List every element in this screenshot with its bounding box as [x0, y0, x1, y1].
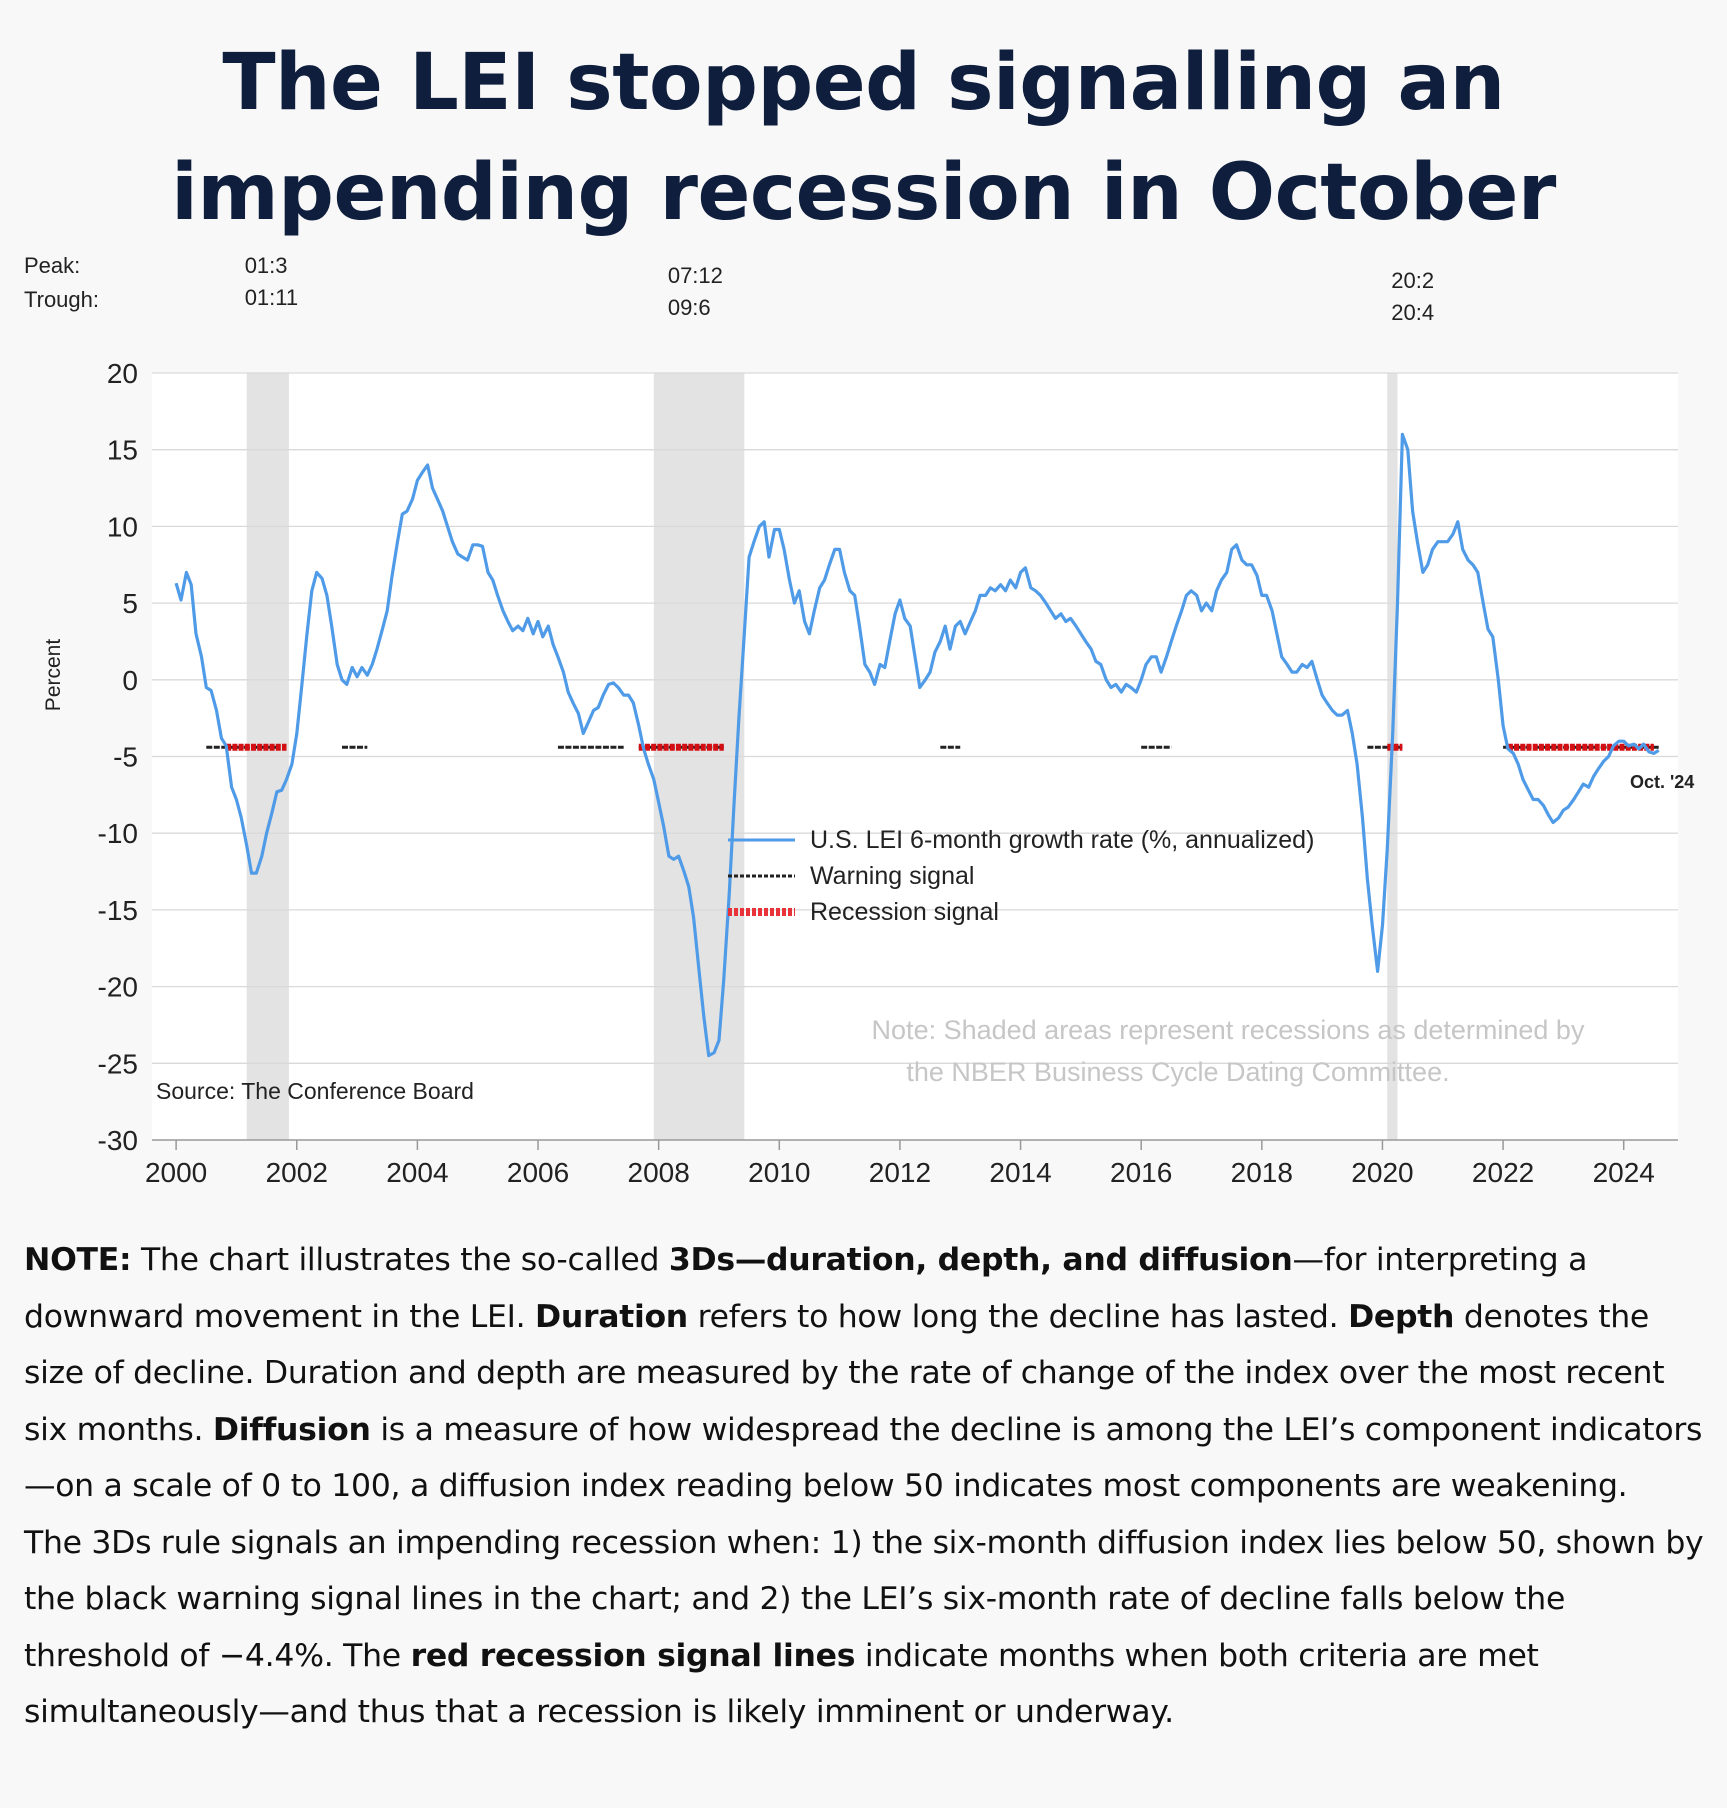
page-title: The LEI stopped signalling an impending …: [0, 28, 1727, 248]
note-text-2: —for interpreting a downward movement in…: [24, 1242, 1588, 1335]
recession-trough-date-1: 01:11: [245, 285, 298, 310]
x-tick-label-2012: 2012: [869, 1157, 931, 1185]
x-tick-label-2022: 2022: [1472, 1157, 1534, 1185]
note-bold-duration: Duration: [535, 1298, 688, 1335]
shade-note-line-2: the NBER Business Cycle Dating Committee…: [906, 1057, 1449, 1087]
source-label: Source: The Conference Board: [156, 1078, 474, 1104]
explanatory-note: NOTE: The chart illustrates the so-calle…: [24, 1232, 1714, 1741]
x-tick-label-2010: 2010: [748, 1157, 810, 1185]
y-tick-label--10: -10: [98, 818, 138, 849]
legend-warning-label: Warning signal: [810, 862, 974, 890]
y-tick-label-15: 15: [107, 435, 138, 466]
note-label: NOTE:: [24, 1242, 132, 1278]
note-bold-diffusion: Diffusion: [212, 1411, 371, 1448]
y-tick-label-20: 20: [107, 358, 138, 389]
lei-growth-line: [174, 432, 1660, 1058]
note-paragraph-2: The 3Ds rule signals an impending recess…: [24, 1515, 1714, 1741]
recession-peak-date-3: 20:2: [1391, 268, 1434, 293]
legend: U.S. LEI 6-month growth rate (%, annuali…: [728, 826, 1314, 926]
note-bold-3ds: 3Ds—duration, depth, and diffusion: [668, 1242, 1293, 1278]
y-tick-label-5: 5: [122, 588, 138, 619]
y-tick-label-0: 0: [122, 665, 138, 696]
y-tick-label--25: -25: [98, 1048, 138, 1079]
note-text-3: refers to how long the decline has laste…: [687, 1298, 1349, 1335]
x-tick-label-2004: 2004: [386, 1157, 448, 1185]
recession-peak-date-2: 07:12: [668, 263, 723, 288]
y-axis-label: Percent: [42, 639, 65, 712]
x-tick-label-2020: 2020: [1351, 1157, 1413, 1185]
note-bold-red-lines: red recession signal lines: [410, 1637, 856, 1674]
x-tick-label-2000: 2000: [145, 1157, 207, 1185]
y-tick-label--20: -20: [98, 972, 138, 1003]
x-tick-label-2006: 2006: [507, 1157, 569, 1185]
recession-peak-date-1: 01:3: [245, 253, 288, 278]
title-line-2: impending recession in October: [171, 148, 1556, 238]
x-tick-label-2002: 2002: [266, 1157, 328, 1185]
x-tick-label-2014: 2014: [989, 1157, 1051, 1185]
trough-label: Trough:: [24, 287, 99, 312]
note-text-1: The chart illustrates the so-called: [131, 1242, 669, 1278]
y-tick-label--15: -15: [98, 895, 138, 926]
recession-trough-date-3: 20:4: [1391, 300, 1434, 325]
note-bold-depth: Depth: [1348, 1298, 1455, 1335]
y-tick-label--30: -30: [98, 1125, 138, 1156]
x-tick-label-2016: 2016: [1110, 1157, 1172, 1185]
x-tick-label-2018: 2018: [1231, 1157, 1293, 1185]
title-line-1: The LEI stopped signalling an: [222, 38, 1505, 128]
peak-label: Peak:: [24, 253, 80, 278]
y-tick-label--5: -5: [113, 742, 138, 773]
note-text-5: is a measure of how widespread the decli…: [24, 1411, 1703, 1505]
legend-series-label: U.S. LEI 6-month growth rate (%, annuali…: [810, 826, 1314, 854]
x-tick-label-2008: 2008: [628, 1157, 690, 1185]
y-tick-label-10: 10: [107, 511, 138, 542]
lei-chart: 20 15 10 5 0 -5 -10 -15 -20 -25 -30 2000 2002 2004 20…: [24, 253, 1694, 1185]
shade-note-line-1: Note: Shaded areas represent recessions …: [872, 1015, 1585, 1045]
end-label: Oct. '24: [1630, 772, 1694, 792]
note-text-4: denotes the size of decline. Duration an…: [24, 1298, 1665, 1448]
note-text-6: The 3Ds rule signals an impending recess…: [24, 1524, 1704, 1674]
recession-trough-date-2: 09:6: [668, 295, 711, 320]
x-tick-label-2024: 2024: [1593, 1157, 1655, 1185]
note-text-7: indicate months when both criteria are m…: [24, 1637, 1539, 1731]
legend-recession-label: Recession signal: [810, 898, 999, 926]
